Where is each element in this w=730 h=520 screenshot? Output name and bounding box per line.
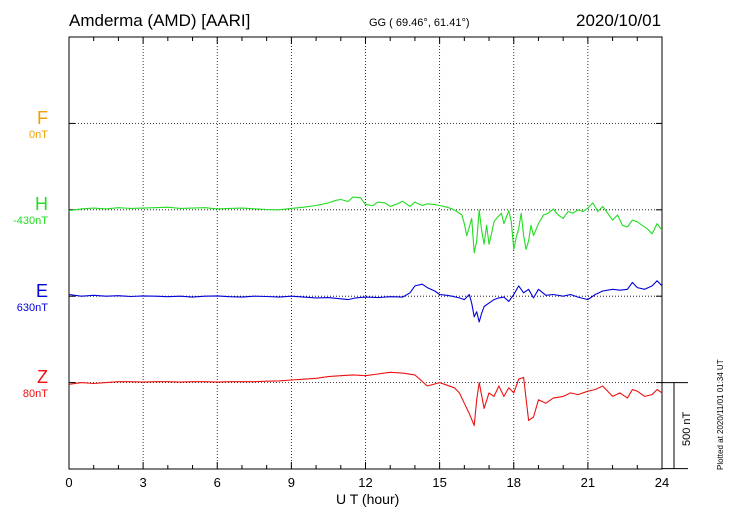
- label-z: Z: [37, 367, 48, 387]
- offset-z: 80nT: [22, 388, 48, 400]
- x-tick-label: 6: [214, 475, 221, 490]
- x-tick-label: 24: [655, 475, 669, 490]
- x-tick-label: 21: [581, 475, 595, 490]
- x-tick-label: 3: [140, 475, 147, 490]
- offset-e: 630nT: [16, 302, 48, 314]
- x-tick-label: 0: [65, 475, 72, 490]
- label-e: E: [35, 281, 48, 301]
- offset-h: -430nT: [13, 215, 48, 227]
- plotted-timestamp: Plotted at 2020/11/01 01:34 UT: [716, 359, 725, 470]
- plot-date: 2020/10/01: [576, 11, 662, 30]
- series-line-h: [68, 196, 663, 254]
- station-title: Amderma (AMD) [AARI]: [69, 11, 251, 30]
- x-tick-label: 12: [358, 475, 372, 490]
- x-axis-label: U T (hour): [336, 491, 400, 507]
- series-line-z: [68, 371, 663, 427]
- x-tick-label: 18: [507, 475, 521, 490]
- scale-bar-label: 500 nT: [681, 411, 693, 446]
- offset-f: 0nT: [29, 129, 48, 141]
- series-line-e: [68, 280, 663, 323]
- station-coordinates: GG ( 69.46°, 61.41°): [369, 17, 470, 29]
- label-group-e: E 630nT: [0, 281, 48, 314]
- label-h: H: [35, 194, 48, 214]
- label-group-h: H -430nT: [0, 194, 48, 227]
- label-group-f: F 0nT: [0, 108, 48, 141]
- x-tick-label: 15: [432, 475, 446, 490]
- label-group-z: Z 80nT: [0, 367, 48, 400]
- label-f: F: [37, 108, 48, 128]
- x-tick-label: 9: [288, 475, 295, 490]
